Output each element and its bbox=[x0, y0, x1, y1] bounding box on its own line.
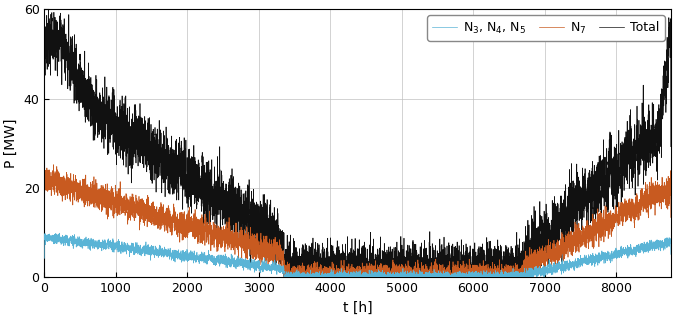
Total bbox=[219, 192, 227, 196]
N$_3$, N$_4$, N$_5$ bbox=[175, 248, 183, 252]
N$_7$ bbox=[281, 276, 289, 279]
N$_3$, N$_4$, N$_5$ bbox=[667, 252, 675, 256]
N$_7$ bbox=[225, 234, 234, 238]
Total bbox=[225, 200, 234, 204]
N$_7$ bbox=[247, 245, 255, 249]
N$_3$, N$_4$, N$_5$ bbox=[55, 231, 63, 235]
N$_3$, N$_4$, N$_5$ bbox=[280, 276, 288, 279]
N$_7$ bbox=[667, 216, 675, 219]
N$_3$, N$_4$, N$_5$ bbox=[225, 260, 234, 263]
N$_7$ bbox=[645, 189, 653, 193]
N$_3$, N$_4$, N$_5$ bbox=[40, 256, 49, 260]
Line: N$_7$: N$_7$ bbox=[45, 165, 671, 278]
Y-axis label: P [MW]: P [MW] bbox=[4, 119, 18, 168]
Line: N$_3$, N$_4$, N$_5$: N$_3$, N$_4$, N$_5$ bbox=[45, 233, 671, 278]
Total bbox=[247, 242, 255, 246]
N$_7$ bbox=[40, 224, 49, 228]
Total bbox=[211, 189, 219, 193]
N$_3$, N$_4$, N$_5$ bbox=[247, 257, 255, 261]
N$_7$ bbox=[211, 234, 219, 237]
N$_7$ bbox=[175, 221, 183, 225]
N$_3$, N$_4$, N$_5$ bbox=[219, 260, 227, 264]
N$_7$ bbox=[219, 234, 227, 238]
X-axis label: t [h]: t [h] bbox=[343, 301, 373, 315]
N$_7$ bbox=[49, 163, 57, 167]
Total bbox=[40, 142, 49, 146]
Total bbox=[667, 145, 675, 149]
N$_3$, N$_4$, N$_5$ bbox=[211, 260, 219, 264]
Total bbox=[45, 7, 53, 11]
Total bbox=[425, 305, 433, 309]
Legend: N$_3$, N$_4$, N$_5$, N$_7$, Total: N$_3$, N$_4$, N$_5$, N$_7$, Total bbox=[427, 15, 665, 41]
Total bbox=[645, 109, 653, 113]
Line: Total: Total bbox=[45, 9, 671, 307]
N$_3$, N$_4$, N$_5$ bbox=[645, 241, 653, 245]
Total bbox=[175, 160, 183, 163]
